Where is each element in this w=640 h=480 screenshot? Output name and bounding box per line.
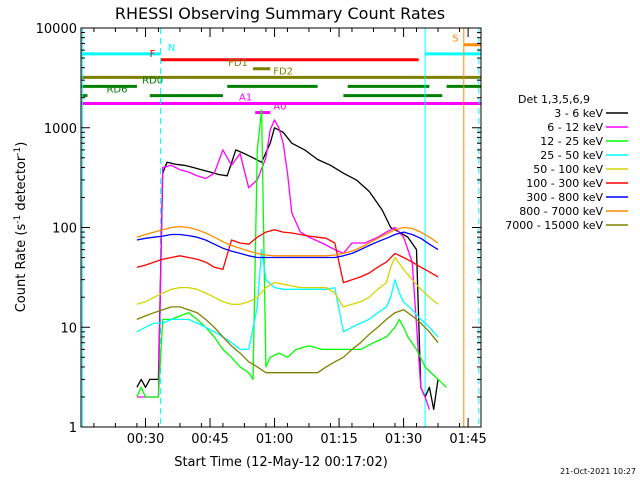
flag-label-fd1: FD1 xyxy=(228,58,248,69)
legend-entry-50-100-kev: 50 - 100 keV xyxy=(533,163,603,176)
flag-label-a1: A1 xyxy=(239,93,252,104)
series-50-100-kev xyxy=(136,256,439,308)
x-tick-label: 00:45 xyxy=(191,432,228,447)
legend-entry-3-6-kev: 3 - 6 keV xyxy=(554,107,603,120)
x-tick-label: 01:30 xyxy=(385,432,422,447)
x-tick-label: 01:45 xyxy=(449,432,486,447)
flag-label-rd0: RD0 xyxy=(142,75,163,86)
x-tick-label: 01:15 xyxy=(320,432,357,447)
x-tick-label: 00:30 xyxy=(127,432,164,447)
flag-label-s: S xyxy=(452,34,458,45)
legend-title: Det 1,3,5,6,9 xyxy=(518,93,590,106)
series-7000-15000-kev xyxy=(136,306,439,374)
y-tick-label: 1 xyxy=(69,421,77,436)
footer-timestamp: 21-Oct-2021 10:27 xyxy=(560,467,636,476)
flag-label-a0: A0 xyxy=(273,102,286,113)
series-3-6-kev xyxy=(136,127,439,411)
legend-entry-300-800-kev: 300 - 800 keV xyxy=(526,191,603,204)
flag-label-rd6: RD6 xyxy=(106,85,127,96)
y-tick-label: 100 xyxy=(52,222,77,237)
series-25-50-kev xyxy=(136,248,439,351)
x-tick-label: 01:00 xyxy=(256,432,293,447)
series-300-800-kev xyxy=(136,231,439,259)
flag-bars: N S F FD1 FD2 RD0 RD6 A1 A0 xyxy=(81,34,481,115)
y-tick-label: 10000 xyxy=(36,22,77,37)
legend-entry-6-12-kev: 6 - 12 keV xyxy=(547,121,603,134)
y-axis-label: Count Rate (s-1 detector-1) xyxy=(13,142,29,313)
legend-entry-800-7000-kev: 800 - 7000 keV xyxy=(519,205,603,218)
series-lines xyxy=(136,109,448,411)
y-tick-label: 10 xyxy=(60,321,77,336)
legend-entry-12-25-kev: 12 - 25 keV xyxy=(540,135,603,148)
flag-label-f: F xyxy=(150,49,156,60)
series-6-12-kev xyxy=(136,119,431,410)
flag-label-fd2: FD2 xyxy=(273,66,293,77)
legend-entry-25-50-kev: 25 - 50 keV xyxy=(540,149,603,162)
flag-label-n: N xyxy=(168,43,175,54)
axes: 00:30 00:45 01:00 01:15 01:30 01:45 1 10 100 1000… xyxy=(36,22,487,447)
legend-entry-100-300-kev: 100 - 300 keV xyxy=(526,177,603,190)
series-12-25-kev xyxy=(136,109,448,398)
series-100-300-kev xyxy=(136,229,439,284)
legend-entry-7000-15000-kev: 7000 - 15000 keV xyxy=(505,219,603,232)
chart-title: RHESSI Observing Summary Count Rates xyxy=(115,4,445,23)
y-tick-label: 1000 xyxy=(44,122,77,137)
series-800-7000-kev xyxy=(136,225,439,257)
x-axis-label: Start Time (12-May-12 00:17:02) xyxy=(174,455,388,470)
